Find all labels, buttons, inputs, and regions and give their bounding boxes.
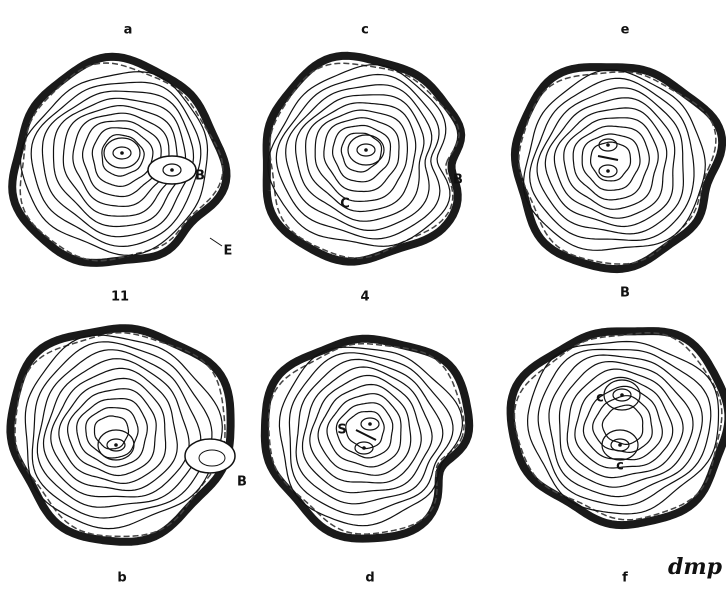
signature: dmp [668, 554, 723, 580]
panel-label: f [622, 571, 628, 586]
pith [606, 143, 610, 147]
annotation: C [340, 197, 350, 212]
annotation: c [596, 391, 604, 406]
pith [620, 393, 624, 397]
pith [120, 151, 124, 155]
diagram: a c e b d f 11 4 B B E C B B S c c dmp [0, 0, 726, 589]
panel-label: b [117, 571, 126, 586]
bark [10, 328, 230, 542]
row-label: 11 [111, 290, 129, 305]
panel-label: d [365, 571, 374, 586]
annotation: S [337, 423, 346, 438]
annotation: B [453, 173, 463, 188]
annotation: B [195, 169, 205, 184]
pith [618, 443, 622, 447]
annotation: B [237, 475, 247, 490]
pith [368, 422, 372, 426]
pith [364, 148, 368, 152]
annotation: E [224, 244, 233, 259]
row-label: B [620, 286, 630, 301]
pith [170, 168, 174, 172]
bark [12, 57, 226, 263]
pith [114, 443, 118, 447]
pith [606, 169, 610, 173]
panel-label: c [361, 23, 369, 38]
panel-label: a [124, 23, 133, 38]
leader [210, 238, 222, 246]
annotation: c [616, 459, 624, 474]
row-label: 4 [360, 290, 369, 305]
pith [362, 446, 366, 450]
panel-label: e [621, 23, 630, 38]
bark [265, 339, 469, 539]
branch-trace [185, 439, 235, 473]
